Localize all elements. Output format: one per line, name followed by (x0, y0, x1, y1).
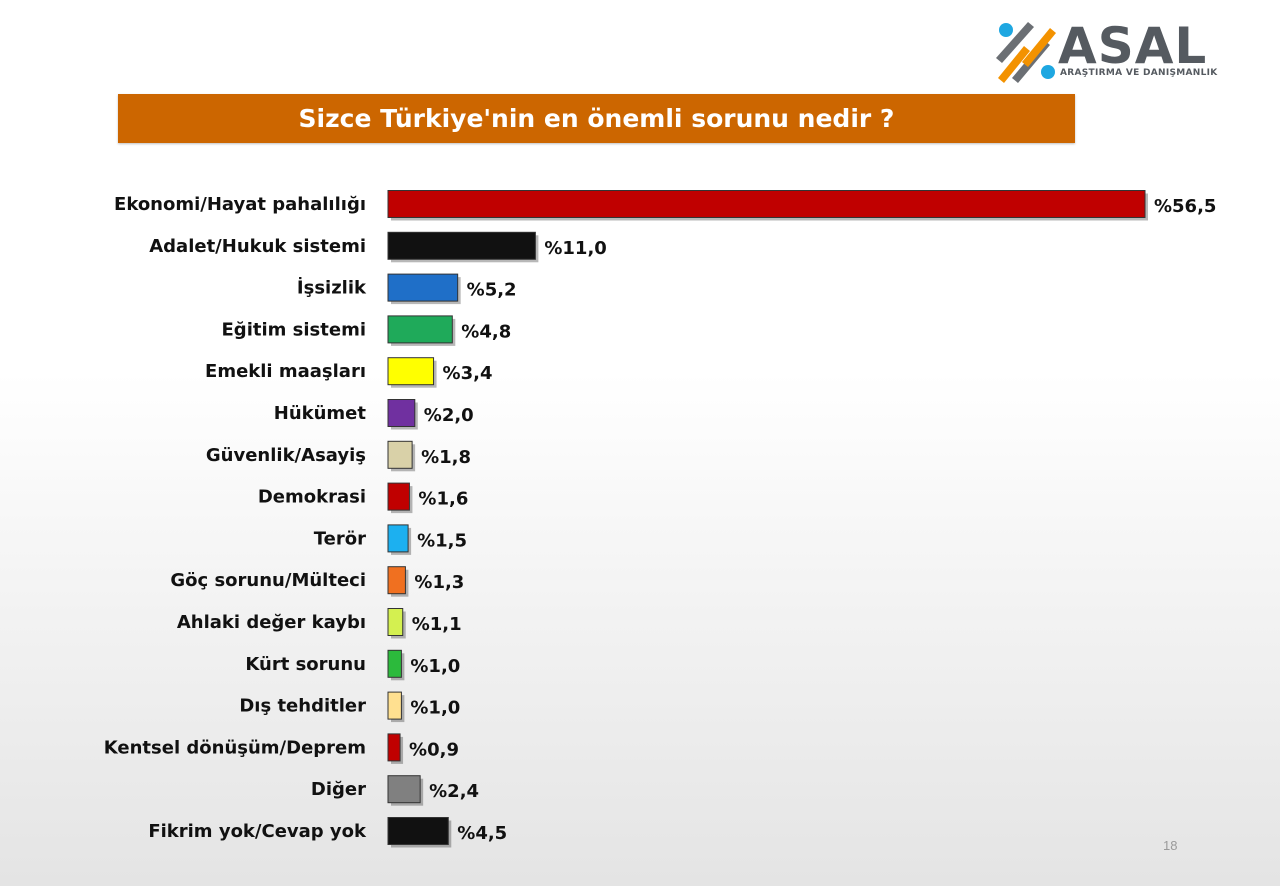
category-label: Terör (314, 528, 366, 549)
category-label: Kürt sorunu (245, 654, 366, 675)
value-label: %56,5 (1154, 196, 1216, 217)
bar (387, 817, 449, 845)
asal-logo-mark-icon (996, 22, 1056, 83)
bar (387, 231, 536, 260)
category-label: Ahlaki değer kaybı (177, 612, 366, 633)
bar (387, 440, 413, 469)
bar (387, 649, 402, 678)
value-label: %1,5 (417, 530, 467, 551)
chart-title-bar: Sizce Türkiye'nin en önemli sorunu nedir… (118, 94, 1075, 143)
logo-subtitle: ARAŞTIRMA VE DANIŞMANLIK (1060, 68, 1218, 78)
bar (387, 273, 459, 302)
value-label: %11,0 (544, 238, 606, 259)
category-label: İşsizlik (297, 277, 367, 299)
value-label: %1,6 (418, 489, 468, 510)
value-label: %4,8 (461, 321, 511, 342)
value-label: %5,2 (467, 280, 517, 301)
bar (387, 315, 453, 344)
bar (387, 608, 404, 636)
bar (387, 399, 416, 427)
bar (387, 482, 410, 511)
page-number: 18 (1163, 838, 1178, 853)
category-label: Adalet/Hukuk sistemi (149, 236, 366, 257)
value-label: %3,4 (443, 363, 493, 384)
category-label: Güvenlik/Asayiş (206, 445, 366, 466)
category-label: Göç sorunu/Mülteci (170, 570, 366, 591)
category-label: Kentsel dönüşüm/Deprem (104, 737, 366, 758)
category-label: Fikrim yok/Cevap yok (148, 821, 367, 842)
value-label: %2,0 (424, 405, 474, 426)
category-label: Demokrasi (258, 487, 366, 508)
category-label: Emekli maaşları (205, 361, 366, 382)
value-label: %1,0 (410, 698, 460, 719)
value-label: %2,4 (429, 781, 479, 802)
value-label: %1,0 (410, 656, 460, 677)
bar (387, 190, 1146, 218)
bar (387, 733, 401, 762)
bar (387, 357, 435, 386)
category-label: Eğitim sistemi (222, 319, 366, 340)
value-label: %1,8 (421, 447, 471, 468)
category-label: Hükümet (274, 403, 367, 424)
category-label: Diğer (311, 779, 366, 800)
chart-title: Sizce Türkiye'nin en önemli sorunu nedir… (298, 104, 895, 133)
bar (387, 524, 409, 553)
bar (387, 775, 421, 804)
logo-name: ASAL (1058, 17, 1208, 75)
value-label: %0,9 (409, 739, 459, 760)
asal-logo: ASAL ARAŞTIRMA VE DANIŞMANLIK (994, 18, 1224, 84)
bar (387, 691, 402, 720)
value-label: %1,1 (412, 614, 462, 635)
category-label: Ekonomi/Hayat pahalılığı (114, 194, 366, 215)
bar (387, 566, 406, 595)
value-label: %1,3 (414, 572, 464, 593)
category-label: Dış tehditler (239, 696, 366, 717)
value-label: %4,5 (457, 823, 507, 844)
